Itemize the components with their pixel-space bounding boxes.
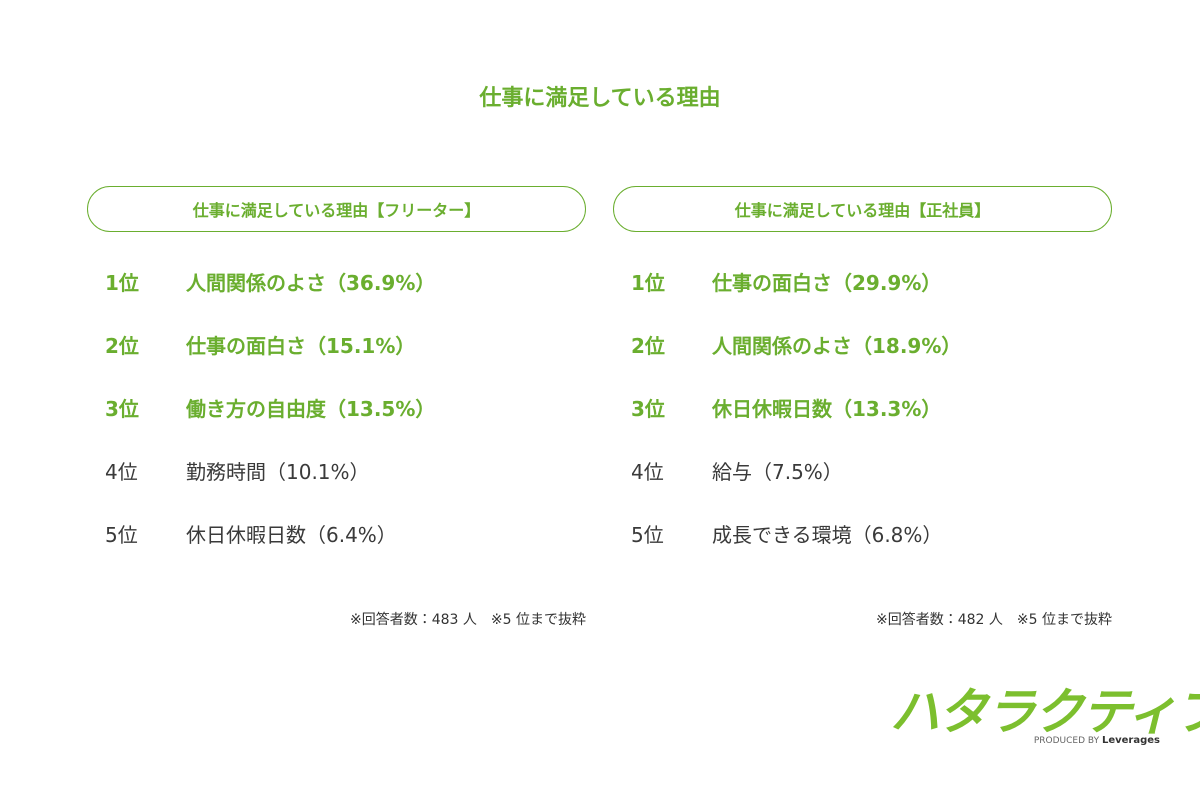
item-label: 人間関係のよさ（36.9%） [186, 271, 436, 295]
item-label: 勤務時間（10.1%） [186, 460, 370, 484]
item-label: 仕事の面白さ（29.9%） [712, 271, 942, 295]
company: Leverages [1101, 735, 1160, 746]
item-label: 成長できる環境（6.8%） [712, 523, 943, 547]
rank: 2位 [631, 334, 665, 358]
rank: 1位 [105, 271, 139, 295]
note: ※回答者数：483 人 ※5 位まで抜粋 [350, 612, 586, 628]
item-label: 休日休暇日数（6.4%） [186, 523, 397, 547]
rank: 4位 [105, 460, 138, 484]
rank: 1位 [631, 271, 665, 295]
produced-by: PRODUCED BY [1033, 736, 1100, 746]
item-label: 休日休暇日数（13.3%） [712, 397, 942, 421]
rank: 3位 [631, 397, 665, 421]
tagline: PRODUCED BY Leverages [900, 735, 1160, 746]
rank: 5位 [105, 523, 138, 547]
rank: 4位 [631, 460, 664, 484]
panel-header: 仕事に満足している理由【正社員】 [613, 186, 1112, 232]
rank: 3位 [105, 397, 139, 421]
rank: 2位 [105, 334, 139, 358]
title: 仕事に満足している理由 [479, 86, 721, 111]
note: ※回答者数：482 人 ※5 位まで抜粋 [876, 612, 1112, 628]
item-label: 人間関係のよさ（18.9%） [712, 334, 962, 358]
logo: ハタラクティブ [890, 683, 1200, 741]
panel-header: 仕事に満足している理由【フリーター】 [87, 186, 586, 232]
item-label: 給与（7.5%） [712, 460, 843, 484]
item-label: 仕事の面白さ（15.1%） [186, 334, 416, 358]
rank: 5位 [631, 523, 664, 547]
item-label: 働き方の自由度（13.5%） [186, 397, 436, 421]
